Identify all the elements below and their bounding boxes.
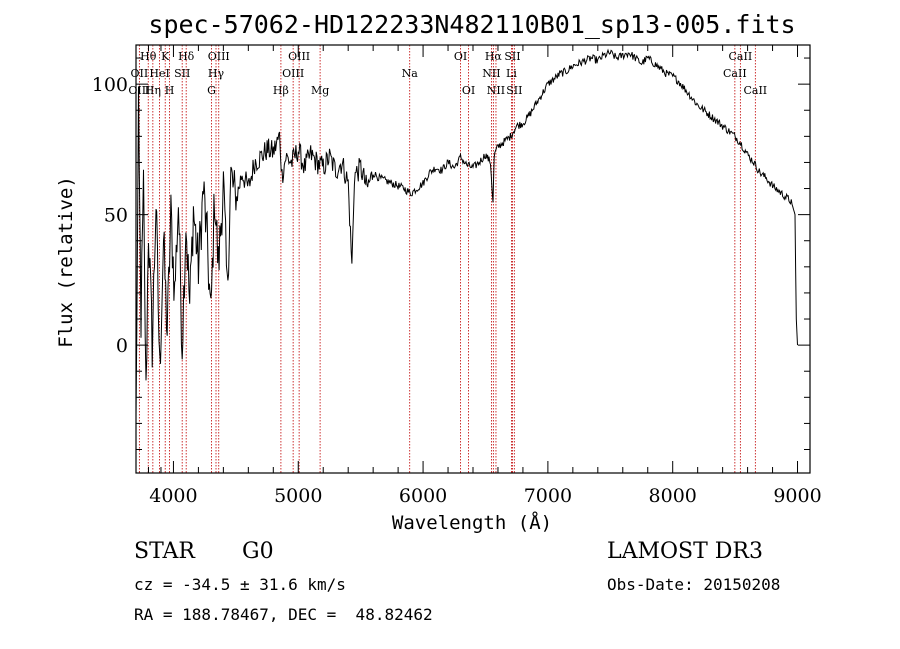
line-marker-label-5: Hη	[145, 84, 161, 97]
x-tick-label-3: 7000	[524, 485, 572, 507]
chart-title: spec-57062-HD122233N482110B01_sp13-005.f…	[148, 10, 795, 39]
x-tick-label-0: 4000	[149, 485, 197, 507]
line-marker-label-27: CaII	[743, 84, 767, 97]
survey-name: LAMOST DR3	[607, 539, 763, 564]
line-marker-label-9: OIII	[208, 50, 230, 63]
line-marker-label-3: K	[161, 50, 170, 63]
line-marker-label-0: Hθ	[140, 50, 157, 63]
object-class: STAR	[134, 539, 195, 564]
line-marker-label-8: SII	[174, 67, 190, 80]
line-marker-label-16: Na	[402, 67, 419, 80]
y-tick-label-1: 50	[104, 205, 128, 227]
coordinates: RA = 188.78467, DEC = 48.82462	[134, 605, 433, 624]
line-marker-label-12: OIII	[288, 50, 310, 63]
line-marker-label-24: SII	[506, 84, 522, 97]
line-marker-label-26: CaII	[723, 67, 747, 80]
line-marker-label-21: NII	[482, 67, 500, 80]
y-tick-label-0: 0	[116, 335, 128, 357]
line-marker-label-13: OIII	[282, 67, 304, 80]
redshift-cz: cz = -34.5 ± 31.6 km/s	[134, 575, 346, 594]
x-tick-label-1: 5000	[274, 485, 322, 507]
line-marker-label-2: OIII	[128, 84, 150, 97]
line-marker-label-19: Hα	[485, 50, 503, 63]
line-marker-labels: Hθ OII OIII K HeI Hη H Hδ SII OIII Hγ G OIII OIII Hβ Mg…	[128, 50, 767, 97]
x-tick-label-4: 8000	[649, 485, 697, 507]
observation-date: Obs-Date: 20150208	[607, 575, 781, 594]
line-marker-label-22: Li	[506, 67, 517, 80]
plot-frame	[135, 44, 811, 474]
x-tick-label-5: 9000	[773, 485, 821, 507]
spectrum-line	[135, 48, 798, 415]
line-marker-label-4: HeI	[149, 67, 169, 80]
line-markers	[138, 45, 756, 473]
line-marker-label-11: G	[207, 84, 216, 97]
line-marker-label-7: Hδ	[178, 50, 195, 63]
x-axis-label: Wavelength (Å)	[392, 511, 552, 534]
line-marker-label-15: Mg	[311, 84, 329, 97]
line-marker-label-25: CaII	[729, 50, 753, 63]
x-tick-label-2: 6000	[399, 485, 447, 507]
line-marker-label-1: OII	[131, 67, 149, 80]
spectral-subclass: G0	[242, 539, 274, 564]
line-marker-label-10: Hγ	[208, 67, 225, 80]
line-marker-label-23: NII	[487, 84, 505, 97]
line-marker-label-20: SII	[504, 50, 520, 63]
line-marker-label-6: H	[165, 84, 175, 97]
line-marker-label-18: OI	[462, 84, 475, 97]
line-marker-label-14: Hβ	[273, 84, 289, 97]
axis-ticks	[136, 45, 810, 473]
y-axis-label: Flux (relative)	[55, 176, 77, 348]
tick-labels: 4000 5000 6000 7000 8000 9000 0 50 100	[92, 74, 822, 507]
line-marker-label-17: OI	[454, 50, 467, 63]
y-tick-label-2: 100	[92, 74, 128, 96]
